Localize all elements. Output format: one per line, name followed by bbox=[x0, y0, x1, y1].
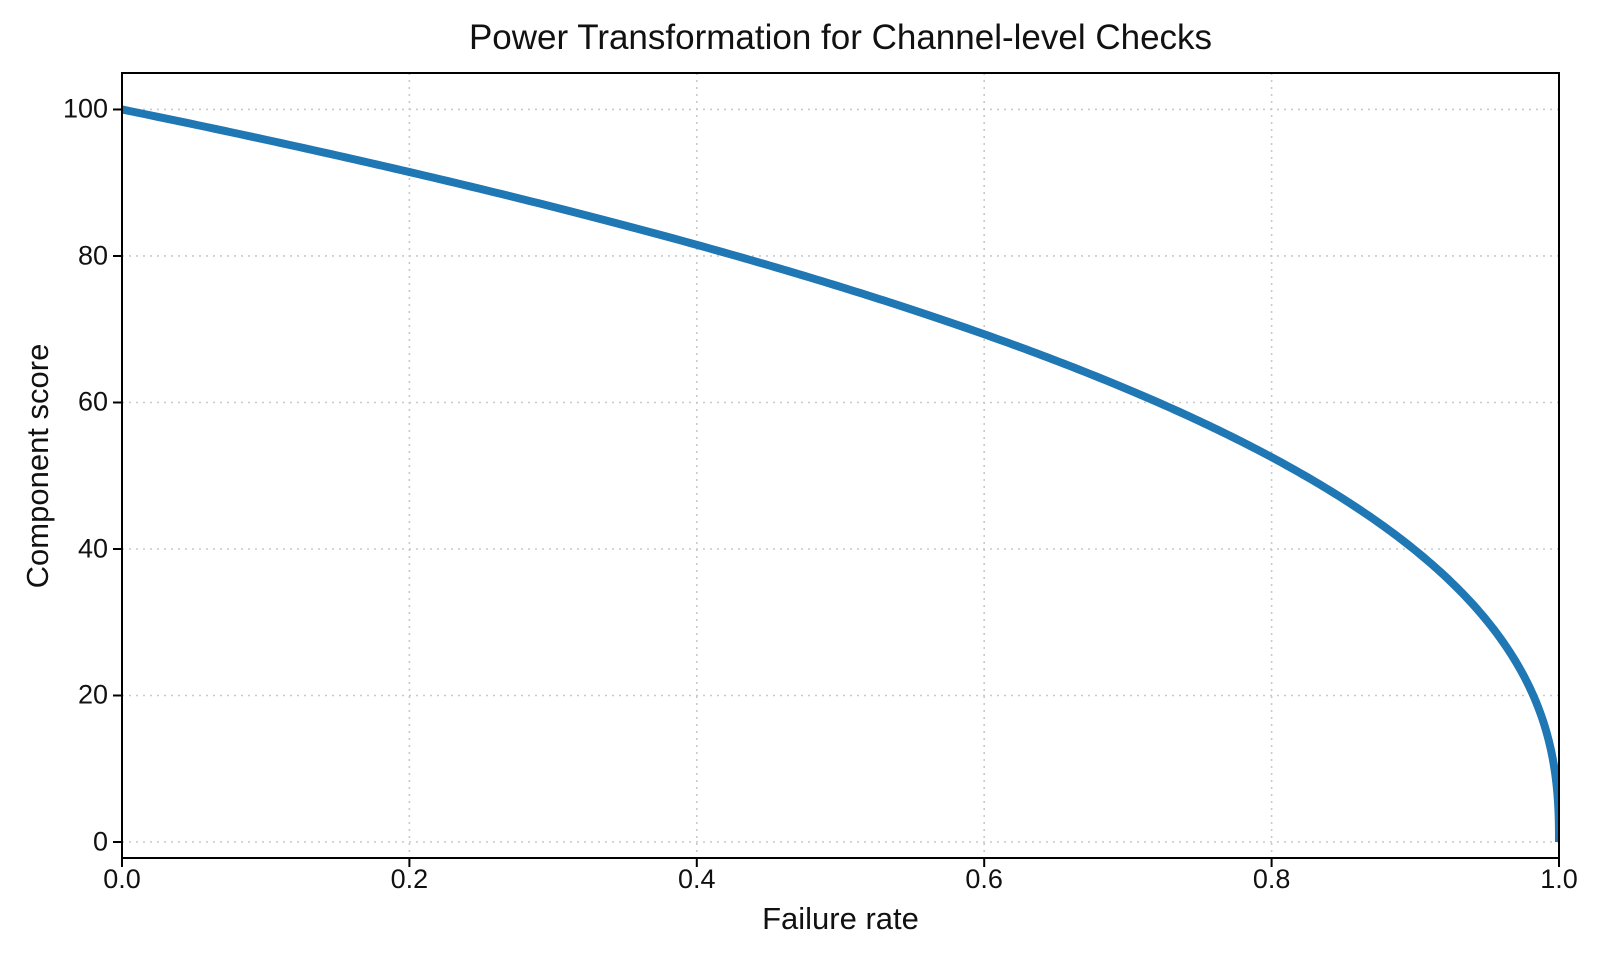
y-tick-label: 40 bbox=[77, 533, 108, 564]
x-tick-label: 0.6 bbox=[965, 864, 1003, 894]
y-tick-label: 80 bbox=[77, 240, 108, 271]
x-axis-label: Failure rate bbox=[762, 901, 919, 936]
axis-ticks bbox=[113, 108, 1560, 867]
y-tick-label: 60 bbox=[77, 386, 108, 417]
x-tick-label: 0.0 bbox=[103, 864, 141, 894]
x-tick-label: 0.4 bbox=[678, 864, 716, 894]
y-tick-label: 20 bbox=[77, 679, 108, 710]
x-tick-label: 0.2 bbox=[390, 864, 429, 894]
x-tick-label: 0.8 bbox=[1252, 864, 1291, 894]
grid-lines bbox=[121, 73, 1560, 858]
y-tick-label: 0 bbox=[92, 826, 108, 857]
chart-title: Power Transformation for Channel-level C… bbox=[468, 18, 1213, 57]
y-tick-label: 100 bbox=[62, 93, 108, 124]
plot-area-border bbox=[121, 72, 1560, 859]
component-score-curve bbox=[122, 105, 1559, 843]
x-tick-label: 1.0 bbox=[1540, 864, 1578, 894]
